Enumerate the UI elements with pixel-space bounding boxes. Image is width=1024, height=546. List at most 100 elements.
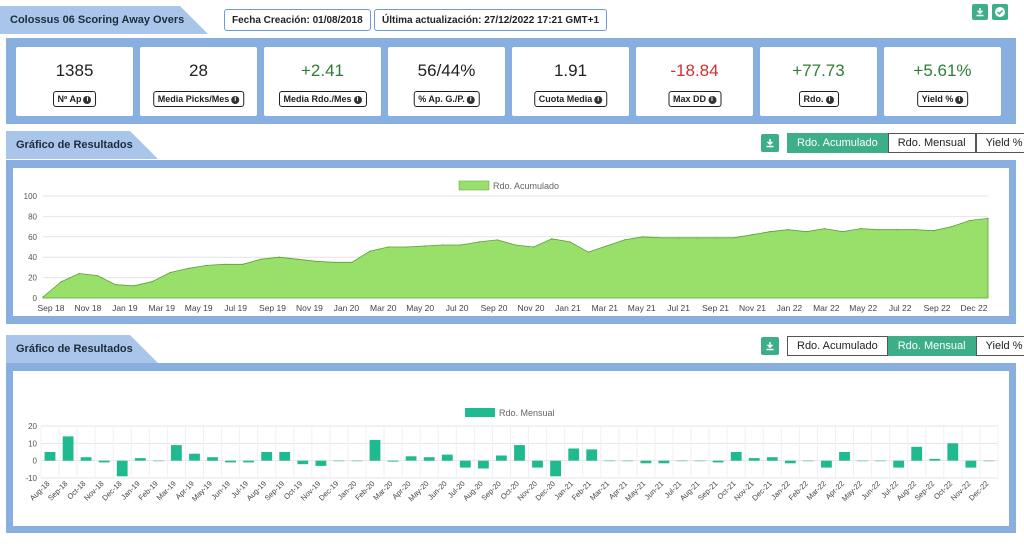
- stat-value: -18.84: [670, 61, 719, 80]
- x-tick-label: Sep 20: [481, 303, 508, 313]
- y-tick-label: 40: [28, 253, 37, 262]
- download-icon: [766, 139, 774, 148]
- download-button[interactable]: [972, 4, 988, 20]
- stat-label[interactable]: Rdo. i: [798, 91, 839, 107]
- section-title: Gráfico de Resultados: [6, 131, 158, 159]
- tab-yield[interactable]: Yield %: [975, 336, 1024, 356]
- data-point: [260, 258, 262, 260]
- stat-card: 1385 Nº Ap i: [16, 47, 133, 116]
- info-icon[interactable]: i: [825, 95, 834, 104]
- stat-card: 56/44% % Ap. G./P. i: [388, 47, 505, 116]
- info-icon[interactable]: i: [353, 95, 362, 104]
- stat-label-text: Cuota Media: [538, 94, 593, 104]
- bar: [387, 460, 399, 462]
- tab-rdo-mensual[interactable]: Rdo. Mensual: [887, 336, 976, 356]
- info-icon[interactable]: i: [955, 95, 964, 104]
- info-icon[interactable]: i: [594, 95, 603, 104]
- x-tick-label: Jun-22: [859, 479, 882, 502]
- x-tick-label: Mar-20: [371, 479, 394, 502]
- stat-label[interactable]: Cuota Media i: [533, 91, 608, 107]
- y-tick-label: 100: [24, 192, 38, 201]
- chart2-tabs: Rdo. Acumulado Rdo. Mensual Yield %: [787, 336, 1024, 356]
- data-point: [315, 260, 317, 262]
- data-point: [242, 263, 244, 265]
- x-tick-label: Sep 22: [924, 303, 951, 313]
- bar: [730, 452, 742, 461]
- tab-rdo-acumulado[interactable]: Rdo. Acumulado: [787, 336, 888, 356]
- data-point: [751, 234, 753, 236]
- data-point: [605, 245, 608, 247]
- y-tick-label: 60: [28, 233, 37, 242]
- monthly-chart: Rdo. Mensual-1001020Aug-18Sep-18Oct-18No…: [25, 408, 999, 503]
- x-tick-label: Dec-18: [100, 479, 123, 502]
- stat-label[interactable]: % Ap. G./P. i: [413, 91, 480, 107]
- bar: [98, 460, 110, 463]
- x-tick-label: Jul 22: [889, 303, 912, 313]
- bar: [766, 457, 778, 461]
- data-point: [842, 231, 844, 233]
- tab-yield[interactable]: Yield %: [975, 133, 1024, 153]
- data-point: [642, 236, 644, 238]
- stat-label[interactable]: Media Picks/Mes i: [152, 91, 245, 107]
- data-point: [987, 217, 989, 219]
- tab-rdo-mensual[interactable]: Rdo. Mensual: [887, 133, 976, 153]
- bar: [622, 460, 634, 462]
- chart1-area: 0 20 40 60 80 100 Rdo. Acumulado Sep 18 Nov 18 Ja…: [13, 168, 1009, 316]
- legend-label: Rdo. Mensual: [499, 408, 555, 418]
- y-tick-label: 20: [28, 274, 37, 283]
- data-point: [169, 271, 171, 274]
- x-tick-label: May 19: [185, 303, 213, 313]
- data-point: [623, 239, 626, 241]
- stat-card: +77.73 Rdo. i: [760, 47, 877, 116]
- data-point: [714, 237, 717, 239]
- info-icon[interactable]: i: [708, 95, 717, 104]
- bar: [279, 452, 291, 461]
- data-point: [60, 281, 62, 283]
- last-update: Última actualización: 27/12/2022 17:21 G…: [374, 9, 608, 31]
- info-icon[interactable]: i: [466, 95, 475, 104]
- bar: [712, 460, 724, 463]
- stat-label[interactable]: Media Rdo./Mes i: [278, 91, 367, 107]
- info-icon[interactable]: i: [231, 95, 240, 104]
- check-circle-icon: [995, 7, 1005, 17]
- stat-label[interactable]: Nº Ap i: [52, 91, 97, 107]
- x-tick-label: Sep 21: [702, 303, 729, 313]
- stat-label-text: Max DD: [672, 94, 707, 104]
- stat-card: +2.41 Media Rdo./Mes i: [264, 47, 381, 116]
- x-tick-label: Sep 19: [259, 303, 286, 313]
- download-icon: [766, 342, 774, 351]
- bar: [640, 460, 652, 464]
- stat-label[interactable]: Yield % i: [916, 91, 969, 107]
- data-point: [424, 245, 426, 247]
- data-point: [151, 281, 153, 283]
- x-tick-label: Mar 21: [592, 303, 619, 313]
- chart1-tabs: Rdo. Acumulado Rdo. Mensual Yield %: [787, 133, 1024, 153]
- bar: [351, 460, 363, 462]
- data-point: [42, 296, 44, 298]
- verify-button[interactable]: [992, 4, 1008, 20]
- data-point: [278, 256, 280, 258]
- data-point: [551, 238, 553, 240]
- bar: [694, 460, 706, 462]
- bar: [369, 439, 381, 461]
- x-tick-label: Jan 19: [112, 303, 138, 313]
- stat-value: 56/44%: [417, 61, 476, 80]
- chart1-download-button[interactable]: [761, 134, 779, 152]
- x-tick-label: Sep-22: [913, 479, 936, 502]
- info-icon[interactable]: i: [83, 95, 92, 104]
- stat-label-text: % Ap. G./P.: [418, 94, 465, 104]
- data-point: [405, 246, 408, 248]
- bar: [496, 455, 507, 461]
- data-point: [587, 251, 589, 253]
- bar: [478, 460, 489, 469]
- data-point: [951, 226, 953, 228]
- legend-swatch: [465, 408, 495, 417]
- chart2-download-button[interactable]: [761, 337, 779, 355]
- bar: [116, 460, 128, 477]
- x-tick-label: Sep 18: [38, 303, 65, 313]
- x-tick-label: Jan 20: [334, 303, 360, 313]
- stat-label[interactable]: Max DD i: [667, 91, 722, 107]
- tab-rdo-acumulado[interactable]: Rdo. Acumulado: [787, 133, 888, 153]
- x-tick-label: Sep-19: [263, 479, 286, 502]
- stat-value: 1.91: [553, 61, 588, 80]
